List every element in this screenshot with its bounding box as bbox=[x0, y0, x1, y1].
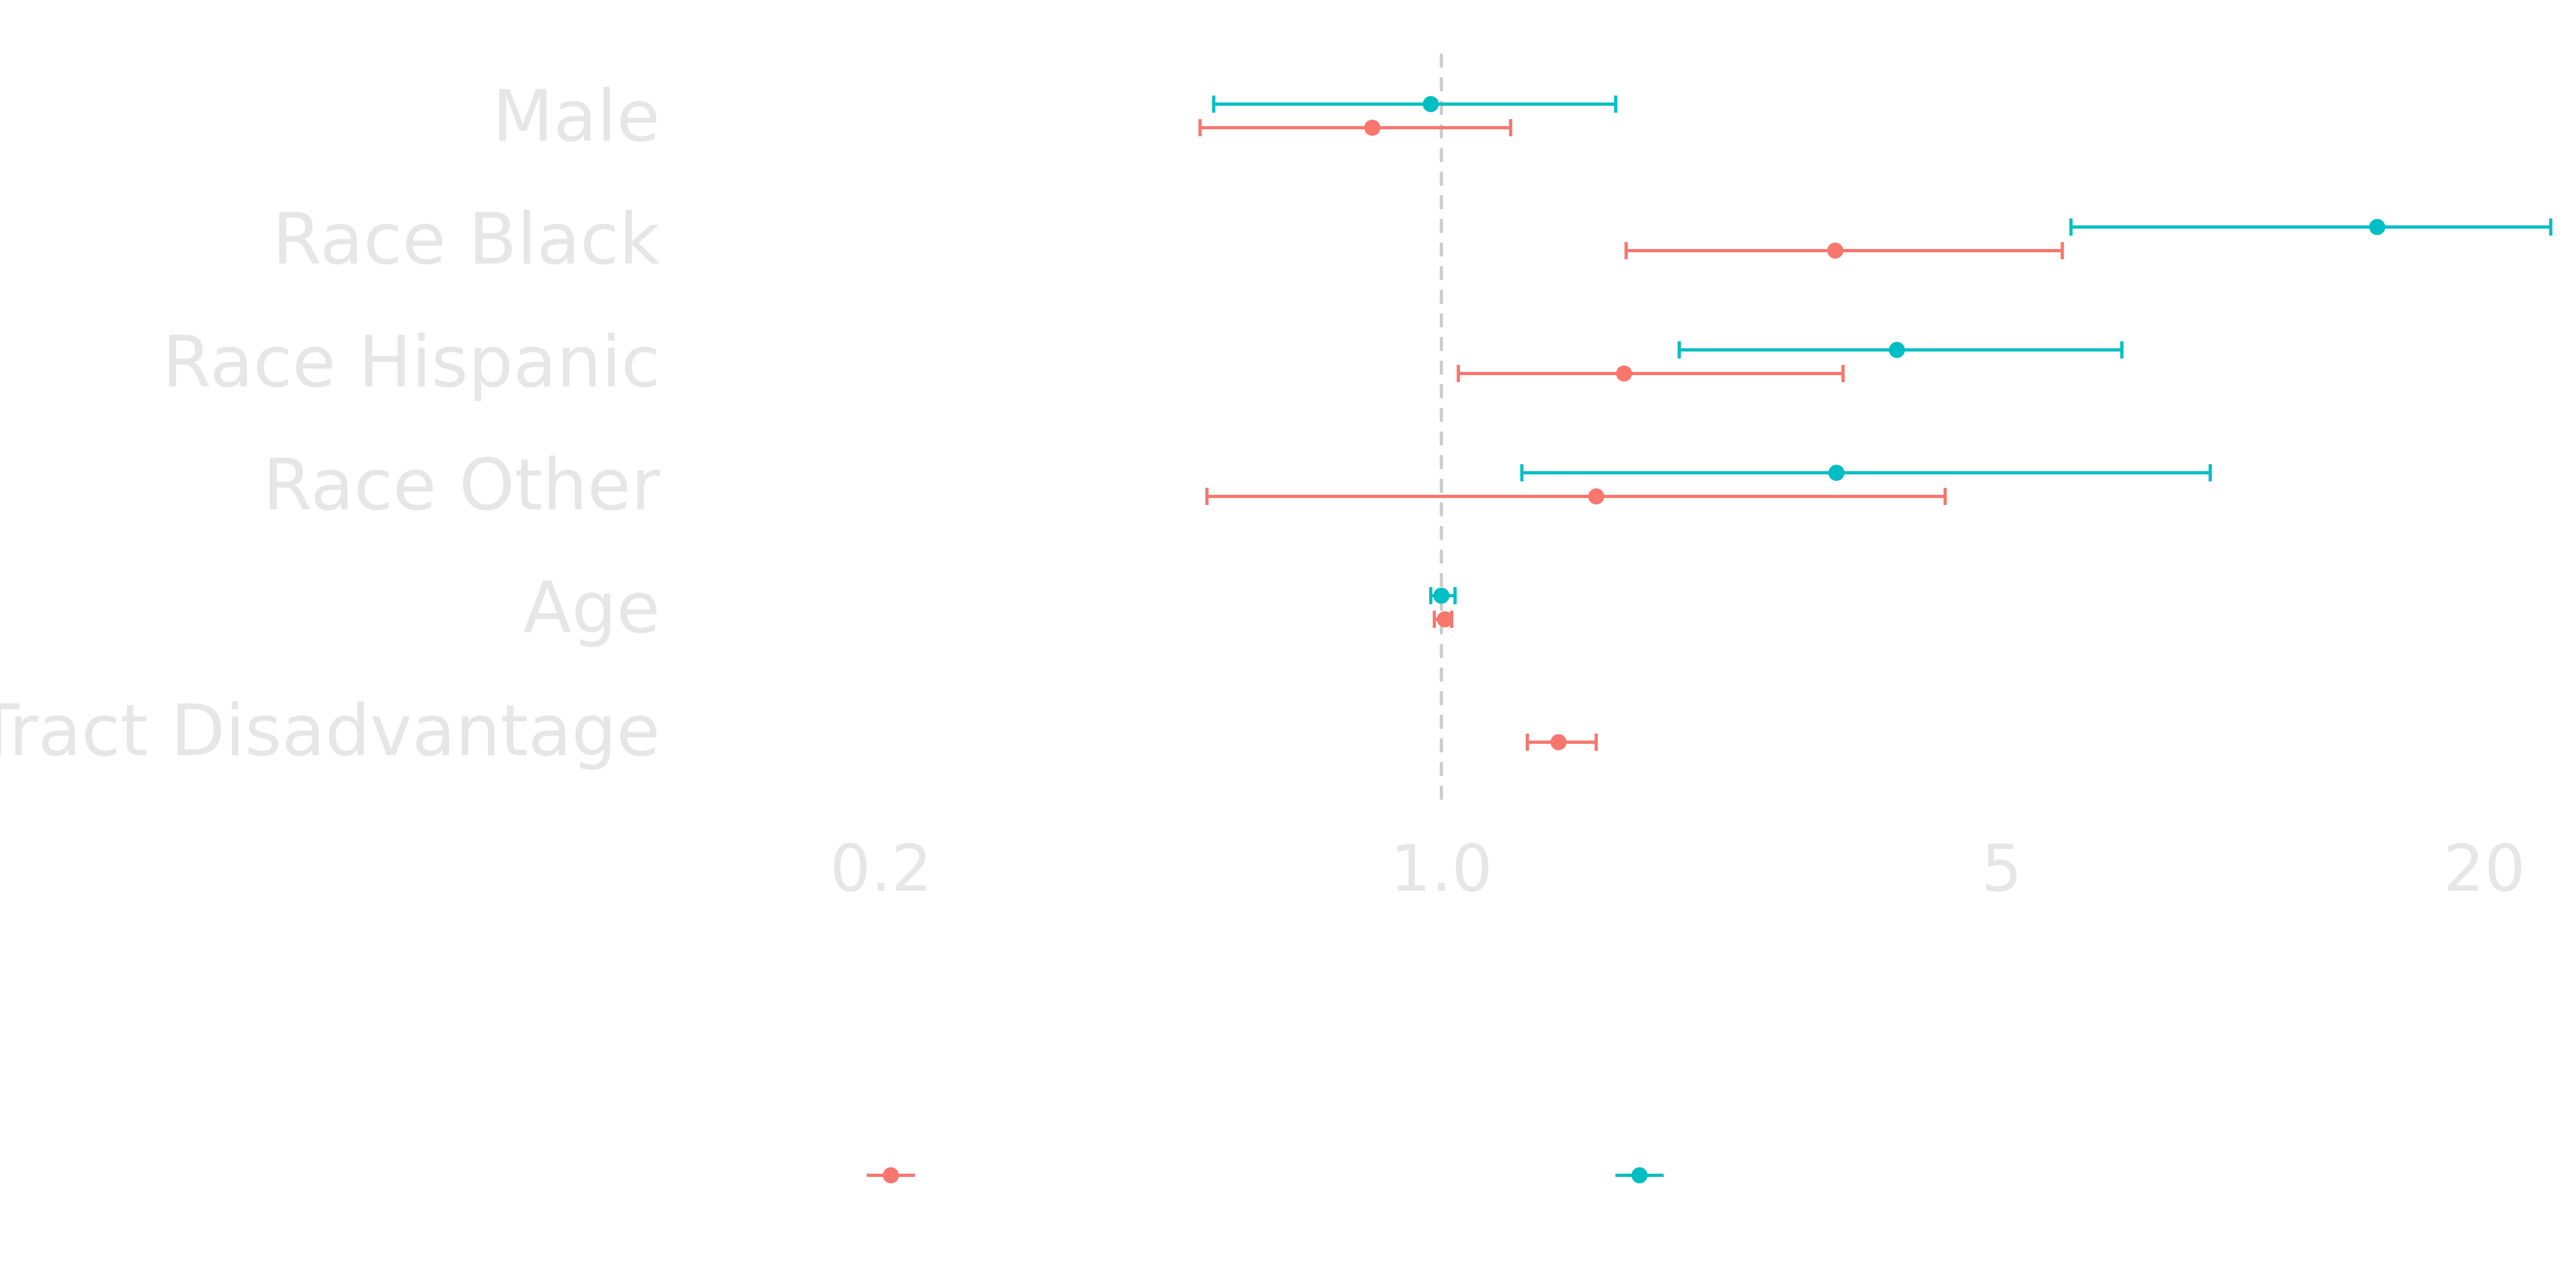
point-estimate bbox=[1828, 465, 1845, 481]
point-estimate bbox=[1437, 611, 1453, 627]
category-label: Tract Disadvantage bbox=[0, 690, 660, 772]
x-tick-label: 1.0 bbox=[1390, 832, 1492, 906]
point-estimate bbox=[1889, 342, 1905, 358]
category-label: Race Black bbox=[272, 198, 660, 281]
category-label: Age bbox=[523, 567, 660, 649]
series-marks bbox=[1198, 96, 2552, 751]
category-label: Race Other bbox=[263, 444, 661, 526]
point-estimate bbox=[2369, 219, 2385, 235]
point-estimate bbox=[1433, 588, 1450, 604]
x-axis-ticks: 0.2 1.0 5 20 bbox=[830, 832, 2525, 906]
x-tick-label: 0.2 bbox=[830, 832, 932, 906]
legend-key-point bbox=[1631, 1167, 1648, 1183]
point-estimate bbox=[1423, 96, 1439, 112]
category-labels: Male Race Black Race Hispanic Race Other Age… bbox=[0, 75, 661, 772]
category-label: Male bbox=[492, 75, 660, 158]
legend-key-point bbox=[883, 1167, 899, 1183]
point-estimate bbox=[1550, 734, 1567, 750]
point-estimate bbox=[1588, 488, 1605, 504]
point-estimate bbox=[1827, 243, 1843, 259]
x-tick-label: 5 bbox=[1981, 832, 2022, 906]
x-tick-label: 20 bbox=[2443, 832, 2526, 906]
point-estimate bbox=[1364, 120, 1381, 136]
point-estimate bbox=[1616, 365, 1633, 382]
category-label: Race Hispanic bbox=[162, 321, 660, 404]
legend bbox=[867, 1167, 1664, 1183]
